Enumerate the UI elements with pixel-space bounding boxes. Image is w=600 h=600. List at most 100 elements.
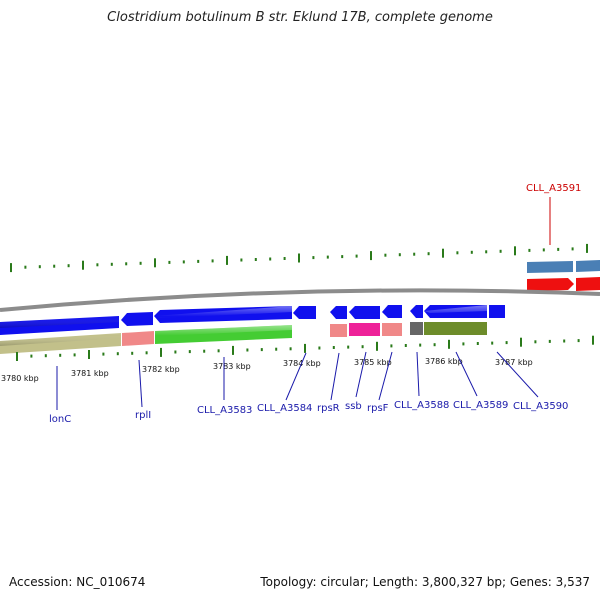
minor-tick — [347, 345, 350, 349]
gene-block-gray — [410, 322, 423, 335]
minor-tick — [24, 265, 27, 269]
minor-tick — [44, 354, 47, 358]
accession-text: Accession: NC_010674 — [9, 575, 146, 589]
kbp-label: 3783 kbp — [213, 362, 251, 371]
gene-label-CLL_A3584: CLL_A3584 — [257, 403, 312, 414]
major-tick — [232, 345, 234, 355]
major-tick — [592, 335, 594, 345]
minor-tick — [528, 248, 531, 252]
minor-tick — [491, 341, 494, 345]
minor-tick — [548, 339, 551, 343]
minor-tick — [116, 352, 119, 356]
genome-summary-text: Topology: circular; Length: 3,800,327 bp… — [260, 575, 590, 589]
minor-tick — [110, 262, 113, 266]
minor-tick — [312, 256, 315, 260]
minor-tick — [96, 263, 99, 267]
cds-arrow-8 — [410, 305, 423, 318]
major-tick — [154, 258, 156, 268]
kbp-scale: 3780 kbp 3781 kbp 3782 kbp 3783 kbp 3784… — [1, 357, 533, 383]
minor-tick — [38, 265, 41, 269]
minor-tick — [283, 257, 286, 260]
minor-tick — [260, 348, 263, 352]
cds-arrow-2 — [121, 312, 153, 326]
minor-tick — [73, 353, 76, 357]
major-tick — [442, 248, 444, 258]
gene-label-CLL_A3590: CLL_A3590 — [513, 401, 568, 412]
minor-tick — [505, 341, 508, 345]
feature-red-2 — [576, 277, 600, 291]
minor-tick — [217, 349, 220, 353]
minor-tick — [269, 257, 272, 261]
kbp-label: 3780 kbp — [1, 374, 39, 383]
feature-steel-blue-2 — [576, 260, 600, 272]
kbp-label: 3786 kbp — [425, 357, 463, 366]
minor-tick — [485, 250, 488, 254]
major-tick — [82, 260, 84, 270]
feature-red-arrow — [527, 278, 574, 291]
major-tick — [370, 251, 372, 261]
gene-label-CLL_A3588: CLL_A3588 — [394, 400, 449, 411]
genome-backbone — [0, 288, 600, 312]
gene-block-salmon-3 — [382, 323, 402, 336]
map-title: Clostridium botulinum B str. Eklund 17B,… — [107, 10, 493, 25]
major-tick — [226, 255, 228, 265]
minor-tick — [318, 346, 321, 350]
minor-tick — [419, 343, 422, 347]
minor-tick — [534, 340, 537, 344]
minor-tick — [139, 261, 142, 265]
minor-tick — [542, 248, 545, 252]
major-tick — [298, 253, 300, 263]
kbp-label: 3781 kbp — [71, 369, 109, 378]
minor-tick — [203, 349, 206, 353]
cds-arrow-4 — [293, 306, 316, 319]
gene-label-CLL_A3583: CLL_A3583 — [197, 405, 252, 416]
minor-tick — [361, 345, 364, 349]
minor-tick — [341, 255, 344, 259]
gene-label-lonC: lonC — [49, 414, 71, 425]
gene-label-rpsR: rpsR — [317, 403, 340, 414]
minor-tick — [398, 253, 401, 257]
gene-block-pink — [349, 323, 380, 336]
gene-label-rplI: rplI — [135, 410, 151, 421]
gene-label-ssb: ssb — [345, 401, 362, 412]
major-tick — [10, 263, 12, 273]
major-tick — [304, 343, 306, 353]
outer-tick-row — [10, 243, 588, 273]
minor-tick — [197, 259, 200, 263]
gene-block-olive — [424, 322, 487, 335]
minor-tick — [476, 342, 479, 345]
minor-tick — [211, 259, 214, 263]
gene-label-CLL_A3591: CLL_A3591 — [526, 183, 581, 194]
major-tick — [376, 341, 378, 351]
minor-tick — [384, 253, 387, 257]
minor-tick — [246, 348, 249, 352]
major-tick — [16, 352, 18, 361]
inner-tick-row — [16, 335, 594, 361]
minor-tick — [326, 255, 329, 259]
minor-tick — [404, 344, 407, 347]
minor-tick — [275, 347, 278, 351]
minor-tick — [53, 264, 56, 268]
kbp-label: 3785 kbp — [354, 358, 392, 367]
kbp-label: 3787 kbp — [495, 358, 533, 367]
minor-tick — [131, 351, 134, 355]
major-tick — [520, 337, 522, 347]
minor-tick — [188, 350, 191, 354]
major-tick — [586, 243, 588, 253]
minor-tick — [390, 344, 393, 348]
minor-tick — [355, 254, 358, 258]
feature-steel-blue-1 — [527, 261, 573, 273]
gene-leader-lines — [56, 351, 539, 410]
minor-tick — [413, 252, 416, 256]
major-tick — [448, 339, 450, 349]
gene-label-rpsF: rpsF — [367, 403, 389, 414]
kbp-label: 3782 kbp — [142, 365, 180, 374]
gene-block-salmon-1 — [122, 331, 154, 346]
minor-tick — [125, 262, 128, 266]
minor-tick — [332, 346, 335, 349]
minor-tick — [102, 352, 105, 356]
gene-label-CLL_A3589: CLL_A3589 — [453, 400, 508, 411]
minor-tick — [240, 258, 243, 262]
cds-arrow-5 — [330, 306, 347, 319]
